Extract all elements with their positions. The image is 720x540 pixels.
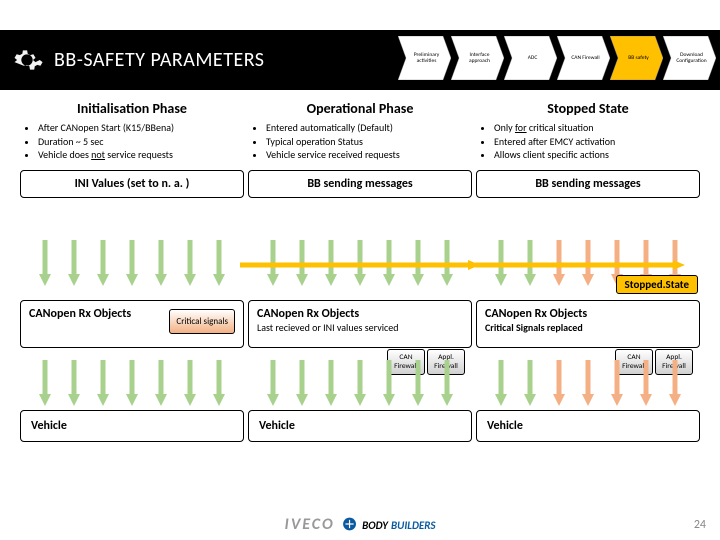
process-step: ADC <box>504 36 557 80</box>
process-step: Interface approach <box>451 36 504 80</box>
arrow-down-icon <box>184 360 196 406</box>
phase-title: Operational Phase <box>248 100 472 117</box>
process-step: Preliminary activities <box>398 36 451 80</box>
process-step: CAN Firewall <box>557 36 610 80</box>
arrows-down-row2 <box>20 360 700 410</box>
canopen-rx-box: CANopen Rx Objects Last recieved or INI … <box>248 300 472 348</box>
phase-title: Stopped State <box>476 100 700 117</box>
obj-title: CANopen Rx Objects <box>257 307 463 321</box>
arrow-down-icon <box>97 240 109 286</box>
obj-title: CANopen Rx Objects <box>485 307 691 321</box>
phase-op: Operational Phase Entered automatically … <box>248 100 472 198</box>
arrow-horizontal <box>475 260 685 270</box>
ini-values-box: INI Values (set to n. a. ) <box>20 170 244 198</box>
vehicle-box: Vehicle <box>20 410 244 442</box>
arrow-down-icon <box>267 360 279 406</box>
arrow-down-icon <box>441 360 453 406</box>
bullet-item: Duration ~ 5 sec <box>38 135 244 149</box>
process-steps: Preliminary activities Interface approac… <box>398 36 716 80</box>
bullet-item: Vehicle does not service requests <box>38 148 244 162</box>
arrow-down-icon <box>155 240 167 286</box>
arrow-down-icon <box>495 360 507 406</box>
objects-row: CANopen Rx Objects Critical signals CANo… <box>20 300 700 348</box>
vehicle-box: Vehicle <box>248 410 472 442</box>
arrow-horizontal <box>240 260 480 270</box>
arrow-down-icon <box>155 360 167 406</box>
bullet-item: Entered after EMCY activation <box>494 135 700 149</box>
iveco-logo: IVECO <box>285 515 335 534</box>
gear-icon <box>10 43 44 77</box>
obj-sub: Last recieved or INI values serviced <box>257 321 463 334</box>
arrow-down-icon <box>68 360 80 406</box>
arrow-down-icon <box>39 360 51 406</box>
arrow-down-icon <box>213 240 225 286</box>
arrow-down-icon <box>669 360 681 406</box>
critical-signals-box: Critical signals <box>169 309 235 334</box>
arrow-down-icon <box>296 360 308 406</box>
bb-msg-box: BB sending messages <box>248 170 472 198</box>
arrow-down-icon <box>39 240 51 286</box>
phase-stop: Stopped State Only for critical situatio… <box>476 100 700 198</box>
phase-init: Initialisation Phase After CANopen Start… <box>20 100 244 198</box>
arrow-down-icon <box>412 360 424 406</box>
phases-row: Initialisation Phase After CANopen Start… <box>20 100 700 198</box>
stopped-state-badge: Stopped.State <box>616 275 698 294</box>
canopen-rx-box: CANopen Rx Objects Critical signals <box>20 300 244 348</box>
arrow-down-icon <box>611 360 623 406</box>
arrow-down-icon <box>383 360 395 406</box>
page-title: BB-SAFETY PARAMETERS <box>54 48 265 72</box>
bodybuilders-logo: BODYBUILDERS <box>343 517 436 532</box>
arrow-down-icon <box>640 360 652 406</box>
bullet-item: Entered automatically (Default) <box>266 121 472 135</box>
arrow-down-icon <box>553 360 565 406</box>
vehicle-row: Vehicle Vehicle Vehicle <box>20 410 700 442</box>
arrow-down-icon <box>354 360 366 406</box>
page-number: 24 <box>694 518 706 532</box>
arrow-down-icon <box>184 240 196 286</box>
arrow-down-icon <box>126 360 138 406</box>
arrow-down-icon <box>213 360 225 406</box>
arrow-down-icon <box>126 240 138 286</box>
arrow-down-icon <box>524 360 536 406</box>
bullet-item: Typical operation Status <box>266 135 472 149</box>
process-step: BB safety <box>610 36 663 80</box>
phase-title: Initialisation Phase <box>20 100 244 117</box>
footer-logos: IVECO BODYBUILDERS <box>285 515 436 534</box>
canopen-rx-box: CANopen Rx Objects Critical Signals repl… <box>476 300 700 348</box>
bullet-item: After CANopen Start (K15/BBena) <box>38 121 244 135</box>
obj-sub: Critical Signals replaced <box>485 321 691 334</box>
vehicle-box: Vehicle <box>476 410 700 442</box>
bb-msg-box: BB sending messages <box>476 170 700 198</box>
arrow-down-icon <box>97 360 109 406</box>
arrow-down-icon <box>68 240 80 286</box>
bullet-item: Vehicle service received requests <box>266 148 472 162</box>
arrow-down-icon <box>582 360 594 406</box>
process-step: Download Configuration <box>663 36 716 80</box>
arrow-down-icon <box>325 360 337 406</box>
bullet-item: Allows client specific actions <box>494 148 700 162</box>
bullet-item: Only for critical situation <box>494 121 700 135</box>
